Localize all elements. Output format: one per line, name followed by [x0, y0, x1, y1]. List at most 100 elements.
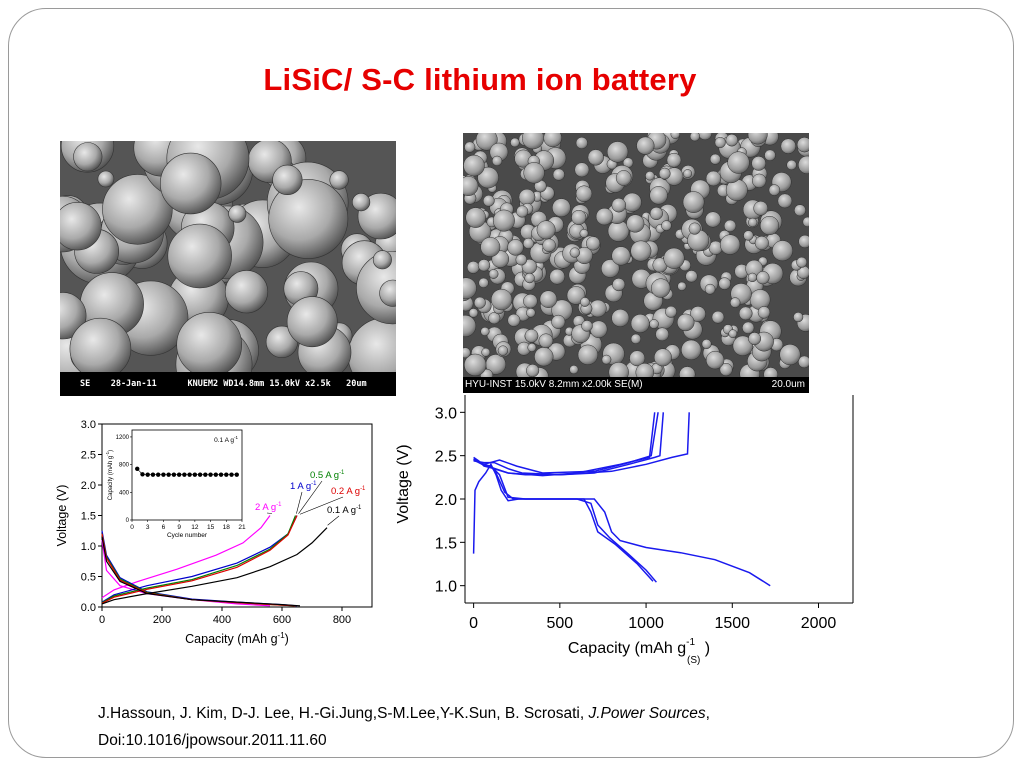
sem-particle: [653, 348, 672, 367]
series-line-discharge: [101, 530, 298, 607]
sem-particle: [728, 329, 738, 339]
series-line-discharge: [101, 533, 295, 607]
sem-particle: [526, 308, 536, 318]
sem-particle: [682, 191, 705, 213]
x-axis-label: Capacity (mAh g-1 (S) ): [568, 637, 710, 666]
x-tick-label: 600: [273, 614, 291, 626]
sem-particle: [524, 272, 535, 284]
sem-particle: [649, 186, 668, 205]
sem-particle: [522, 237, 535, 249]
sem-particle: [167, 223, 232, 289]
sem-particle: [719, 363, 733, 377]
inset-x-tick-label: 18: [223, 524, 231, 531]
slide-title: LiSiC/ S-C lithium ion battery: [263, 62, 697, 97]
sem-particle: [743, 230, 754, 241]
sem-particle: [753, 200, 769, 216]
inset-x-tick-label: 6: [162, 524, 166, 531]
citation-journal: J.Power Sources: [588, 705, 706, 722]
sem-particle: [464, 353, 487, 377]
sem-particle: [73, 142, 103, 172]
sem-particle: [681, 339, 702, 361]
sem-particle: [515, 253, 528, 266]
sem-particle: [69, 317, 132, 372]
sem-particle: [521, 133, 545, 150]
sem-particle: [539, 290, 558, 308]
sem-particle: [645, 171, 655, 181]
sem-particle: [566, 286, 586, 305]
inset-y-axis-label: Capacity (mAh g-1): [105, 450, 114, 500]
sem-particle: [571, 209, 587, 226]
sem-particle: [665, 305, 677, 318]
sem-particle: [516, 205, 529, 218]
sem-particle: [677, 281, 687, 291]
sem-particle: [585, 236, 601, 251]
sem-particle: [478, 277, 489, 289]
sem-particle: [763, 367, 779, 377]
x-tick-label: 1000: [628, 615, 664, 632]
sem-particle: [480, 326, 490, 337]
sem-particle: [709, 153, 721, 165]
inset-x-tick-label: 15: [207, 524, 215, 531]
y-tick-label: 1.0: [435, 579, 457, 596]
sem-particle: [611, 246, 631, 266]
sem-particle: [463, 347, 471, 359]
sem-particle: [779, 344, 801, 366]
sem-particle: [575, 185, 593, 202]
sem-particle: [510, 137, 520, 148]
x-tick-label: 500: [546, 615, 573, 632]
sem-particle: [649, 206, 663, 221]
sem-particle: [768, 184, 781, 196]
sem-particle: [579, 228, 589, 238]
sem-particle: [719, 234, 741, 255]
sem-particle: [705, 170, 722, 187]
sem-particle: [97, 170, 115, 188]
sem-particle: [796, 256, 808, 268]
sem-particle: [727, 151, 750, 174]
sem-particle: [329, 170, 349, 190]
y-tick-label: 1.5: [435, 535, 457, 552]
sem-particle: [630, 314, 650, 333]
sem-particle: [611, 197, 627, 213]
inset-y-tick-label: 0: [126, 518, 130, 524]
sem-particle: [356, 251, 396, 325]
sem-particle: [747, 272, 758, 283]
sem-particle: [676, 313, 695, 332]
sem-particle: [655, 327, 670, 342]
legend-pointer: [299, 496, 344, 515]
sem-particle: [756, 271, 770, 285]
sem-particle: [608, 362, 629, 377]
sem-particle: [725, 133, 739, 147]
sem-particle: [754, 235, 769, 251]
y-tick-label: 2.0: [435, 492, 457, 509]
sem-particle: [772, 240, 793, 262]
citation: J.Hassoun, J. Kim, D-J. Lee, H.-Gi.Jung,…: [98, 700, 710, 754]
sem-particle: [635, 363, 655, 377]
sem-particle: [102, 174, 173, 245]
sem-particle: [688, 222, 701, 235]
sem-particle: [527, 343, 537, 352]
sem-particle: [159, 152, 222, 215]
citation-comma: ,: [705, 705, 710, 722]
sem-particle: [488, 312, 501, 325]
inset-x-tick-label: 12: [191, 524, 199, 531]
sem-particle: [780, 138, 797, 154]
sem-particle: [796, 137, 809, 153]
legend-label: 1 A g-1: [290, 481, 317, 492]
sem-particle: [468, 308, 479, 318]
series-line-charge: [101, 515, 297, 604]
sem-right-scale: 20.0um: [771, 379, 805, 390]
inset-y-tick-label: 1200: [116, 435, 130, 441]
sem-particle: [794, 204, 806, 217]
sem-left-caption: SE 28-Jan-11 KNUEM2 WD14.8mm 15.0kV x2.5…: [60, 372, 396, 396]
sem-particle: [518, 188, 536, 206]
legend-pointer: [296, 491, 303, 514]
sem-right-caption-bar: HYU-INST 15.0kV 8.2mm x2.00k SE(M) 20.0u…: [463, 377, 809, 393]
citation-authors: J.Hassoun, J. Kim, D-J. Lee, H.-Gi.Jung,…: [98, 705, 589, 722]
sem-particle: [732, 335, 753, 356]
sem-particle: [497, 345, 509, 356]
sem-particle: [477, 259, 491, 272]
legend-pointer: [298, 480, 323, 514]
sem-particle: [481, 347, 491, 357]
sem-particle: [480, 237, 501, 257]
sem-particle: [589, 320, 608, 339]
